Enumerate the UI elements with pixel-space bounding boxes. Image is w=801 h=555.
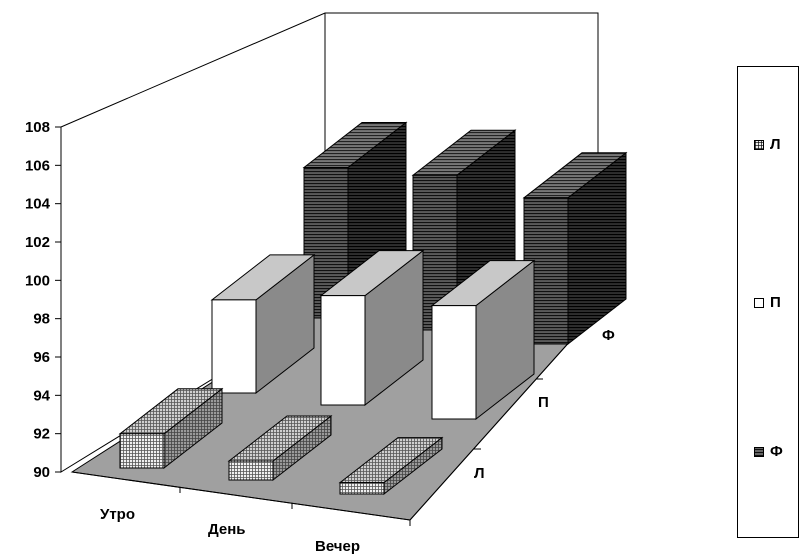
x-axis [71,471,411,521]
bar-p-2 [430,259,536,421]
category-label-0: Утро [100,506,135,523]
legend-item-f: Ф [754,443,783,460]
depth-label-f: Ф [602,327,615,344]
bar-front [320,295,366,406]
bar-front [211,299,257,394]
bar-p-1 [319,249,425,407]
depth-label-l: Л [474,465,485,482]
legend: Л П Ф [737,66,799,538]
bars [118,121,628,496]
bar-front [228,460,274,481]
bar-front [119,433,165,469]
y-tick-label: 106 [25,157,50,174]
category-label-1: День [208,521,246,538]
legend-swatch-p [754,297,764,308]
legend-label-f: Ф [770,443,783,460]
bar-p-0 [210,253,316,395]
legend-label-l: Л [770,136,781,153]
y-tick-label: 104 [25,196,51,213]
x-ticks [179,487,411,526]
depth-ticks [474,378,543,450]
y-tick-label: 90 [33,464,50,481]
y-tick-label: 92 [33,426,50,443]
bar-front [339,482,385,495]
depth-label-p: П [538,394,549,411]
depth-axis [409,309,599,521]
y-tick-label: 94 [33,387,50,404]
y-ticks: 90 92 94 96 98 100 102 104 106 108 [25,119,61,481]
bar-front [431,305,477,420]
legend-swatch-l [754,139,764,150]
bar-l-0 [118,387,224,470]
bar-l-2 [338,436,444,496]
y-tick-label: 102 [25,234,50,251]
bar-f-2 [522,151,628,346]
legend-item-p: П [754,294,781,311]
y-tick-label: 100 [25,272,50,289]
legend-item-l: Л [754,136,781,153]
y-tick-label: 98 [33,311,50,328]
y-tick-label: 96 [33,349,50,366]
y-tick-label: 108 [25,119,50,136]
legend-label-p: П [770,294,781,311]
category-label-2: Вечер [315,538,360,555]
legend-swatch-f [754,446,764,457]
bar-l-1 [227,414,333,482]
bar-front [523,197,569,345]
